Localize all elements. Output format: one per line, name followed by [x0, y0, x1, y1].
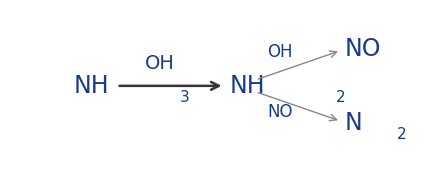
Text: 3: 3: [180, 90, 190, 105]
Text: NH: NH: [230, 74, 265, 98]
Text: 2: 2: [336, 90, 345, 105]
Text: NO: NO: [267, 103, 293, 121]
Text: OH: OH: [267, 43, 293, 61]
Text: NO: NO: [344, 37, 381, 61]
Text: NH: NH: [73, 74, 109, 98]
Text: OH: OH: [145, 54, 175, 73]
Text: 2: 2: [397, 127, 407, 142]
Text: N: N: [344, 110, 362, 134]
